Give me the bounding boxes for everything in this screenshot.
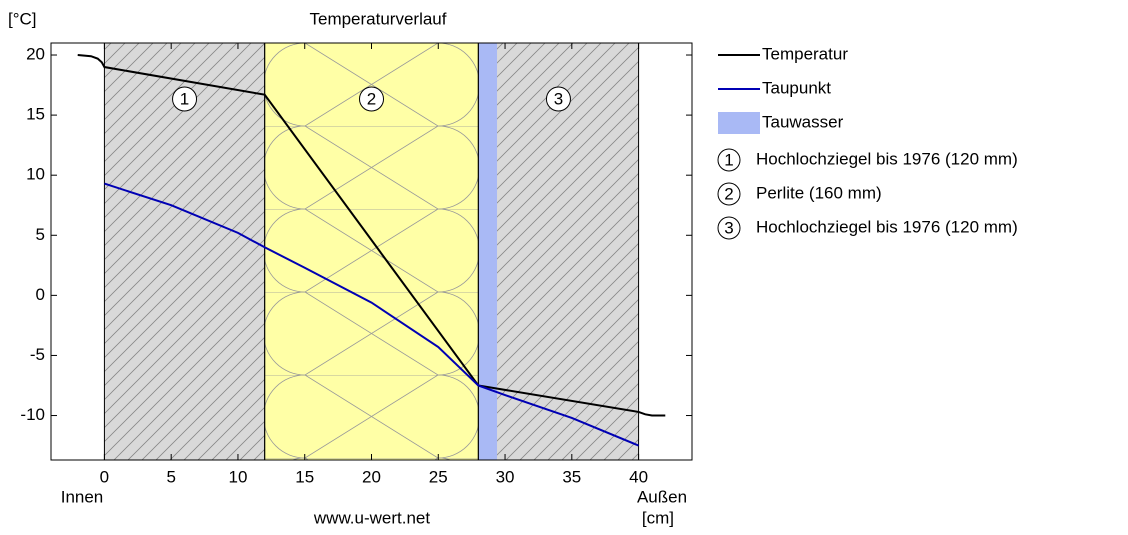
legend-label: Temperatur [762, 44, 848, 63]
condensation [478, 43, 498, 460]
legend-badge [717, 182, 741, 206]
legend-label: Taupunkt [762, 78, 831, 97]
x-tick-label: 20 [362, 467, 381, 486]
legend-badge [717, 216, 741, 240]
y-tick-label: 10 [26, 165, 45, 184]
x-tick-label: 40 [629, 467, 648, 486]
x-tick-label: 10 [228, 467, 247, 486]
legend-label: Tauwasser [762, 112, 844, 131]
y-tick-label: -10 [20, 405, 45, 424]
legend-badge [717, 148, 741, 172]
series-line [104, 182, 639, 447]
legend-label: Hochlochziegel bis 1976 (120 mm) [756, 149, 1018, 168]
layer-pattern [264, 43, 479, 460]
x-tick-label: 25 [429, 467, 448, 486]
layer-pattern [104, 43, 265, 460]
layer-badge [545, 86, 571, 112]
layer-badge [172, 86, 198, 112]
x-tick-label: 15 [295, 467, 314, 486]
y-tick-label: 0 [36, 285, 45, 304]
legend-label: Perlite (160 mm) [756, 183, 882, 202]
x-axis-label: [cm] [642, 508, 674, 527]
legend-number: 1 [724, 150, 733, 169]
legend-number: 3 [724, 218, 733, 237]
y-axis-label: [°C] [8, 9, 37, 28]
x-tick-label: 35 [562, 467, 581, 486]
layer-number: 2 [367, 89, 376, 108]
layer-number: 3 [554, 89, 563, 108]
layer-badge [359, 86, 384, 112]
inner-label: Innen [61, 487, 104, 506]
series-line [77, 54, 666, 417]
y-tick-label: 5 [36, 225, 45, 244]
legend-swatch [718, 112, 760, 134]
outer-label: Außen [637, 487, 687, 506]
layer-number: 1 [180, 89, 189, 108]
legend-label: Hochlochziegel bis 1976 (120 mm) [756, 217, 1018, 236]
source: www.u-wert.net [313, 508, 430, 527]
x-tick-label: 30 [496, 467, 515, 486]
x-tick-label: 5 [166, 467, 175, 486]
y-tick-label: -5 [30, 345, 45, 364]
chart-title: Temperaturverlauf [309, 9, 446, 28]
x-tick-label: 0 [100, 467, 109, 486]
plot-area [77, 43, 666, 460]
y-tick-label: 15 [26, 105, 45, 124]
legend-number: 2 [724, 184, 733, 203]
y-tick-label: 20 [26, 45, 45, 64]
